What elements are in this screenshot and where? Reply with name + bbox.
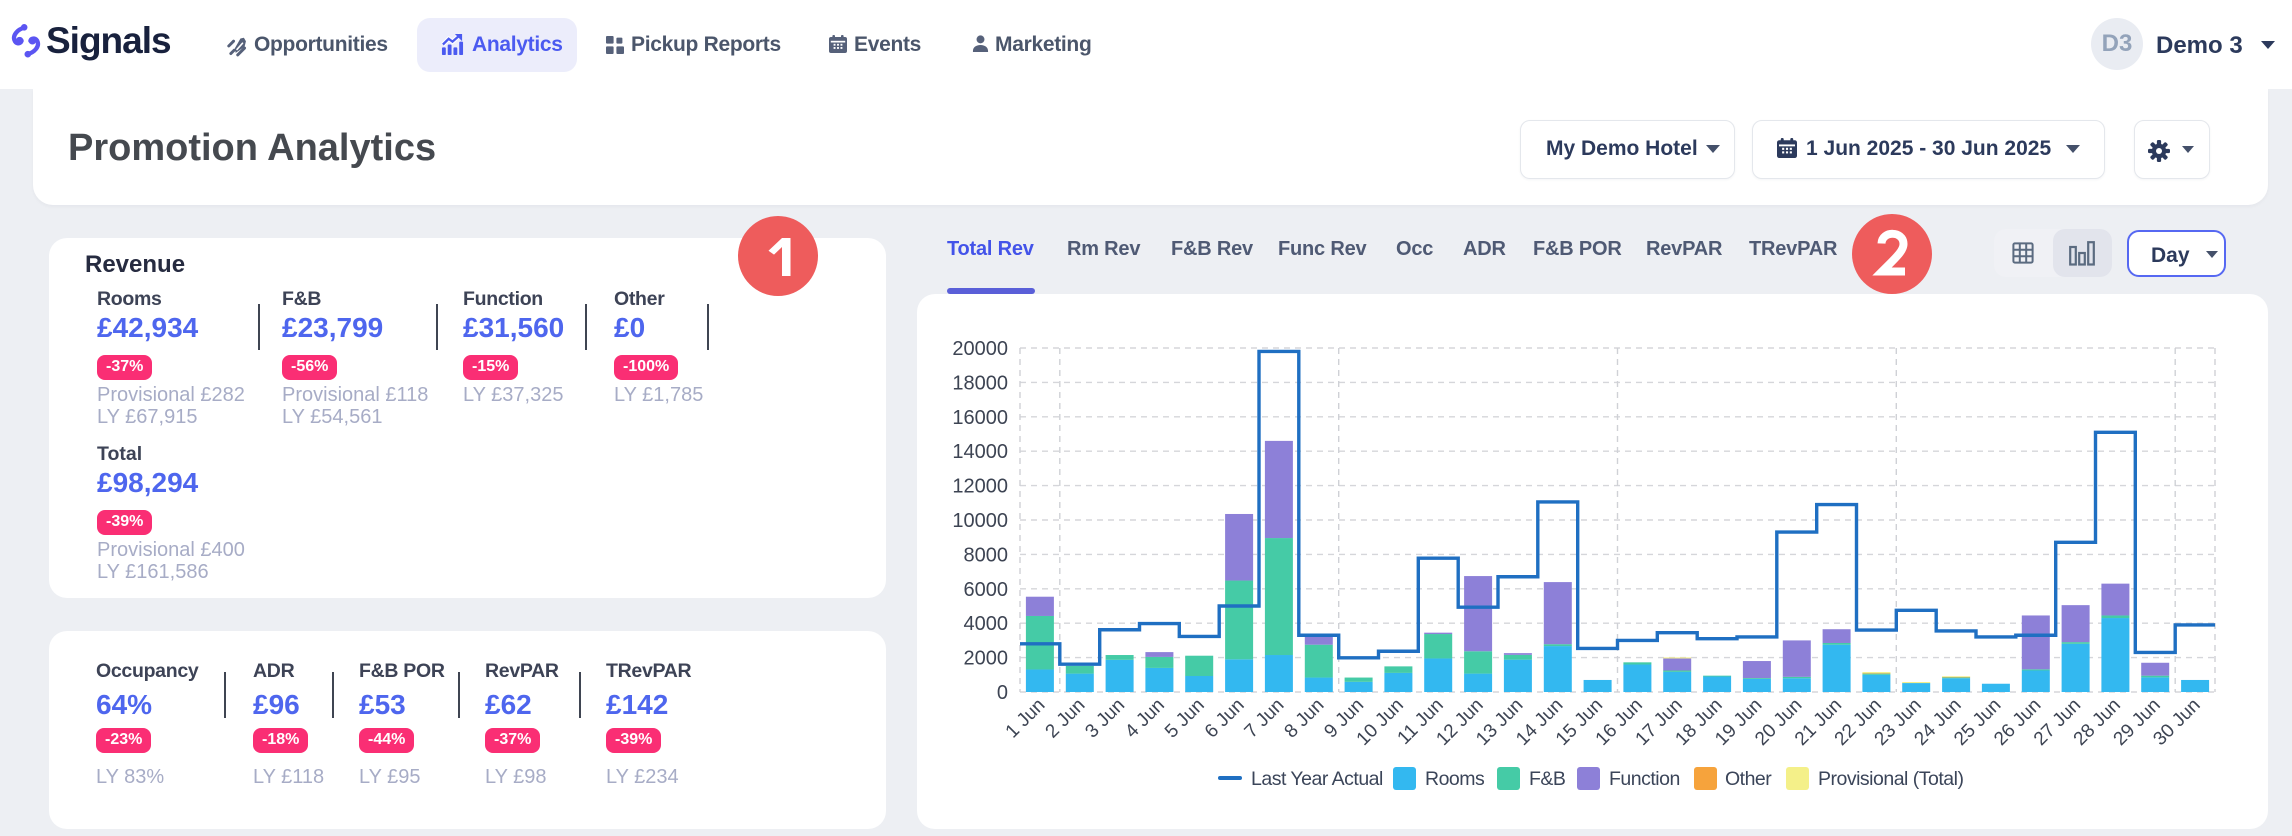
svg-text:2000: 2000 bbox=[964, 648, 1009, 670]
svg-text:Other: Other bbox=[1725, 768, 1772, 790]
svg-text:8000: 8000 bbox=[964, 544, 1009, 566]
svg-text:2 Jun: 2 Jun bbox=[1042, 695, 1090, 743]
svg-text:4 Jun: 4 Jun bbox=[1121, 695, 1169, 743]
svg-text:4000: 4000 bbox=[964, 613, 1009, 635]
svg-text:10000: 10000 bbox=[952, 510, 1008, 532]
svg-text:20000: 20000 bbox=[952, 338, 1008, 360]
svg-text:5 Jun: 5 Jun bbox=[1161, 695, 1209, 743]
svg-text:14000: 14000 bbox=[952, 441, 1008, 463]
svg-text:0: 0 bbox=[997, 682, 1008, 704]
svg-text:Rooms: Rooms bbox=[1425, 768, 1485, 790]
svg-text:12000: 12000 bbox=[952, 476, 1008, 498]
svg-text:1 Jun: 1 Jun bbox=[1002, 695, 1050, 743]
svg-text:6000: 6000 bbox=[964, 579, 1009, 601]
svg-text:6 Jun: 6 Jun bbox=[1201, 695, 1249, 743]
svg-text:8 Jun: 8 Jun bbox=[1281, 695, 1329, 743]
svg-text:18000: 18000 bbox=[952, 372, 1008, 394]
svg-text:Function: Function bbox=[1609, 768, 1680, 790]
svg-text:Last Year Actual: Last Year Actual bbox=[1251, 768, 1383, 790]
svg-text:Provisional (Total): Provisional (Total) bbox=[1818, 768, 1963, 790]
svg-text:3 Jun: 3 Jun bbox=[1081, 695, 1129, 743]
svg-text:7 Jun: 7 Jun bbox=[1241, 695, 1289, 743]
svg-text:F&B: F&B bbox=[1529, 768, 1565, 790]
svg-text:16000: 16000 bbox=[952, 407, 1008, 429]
